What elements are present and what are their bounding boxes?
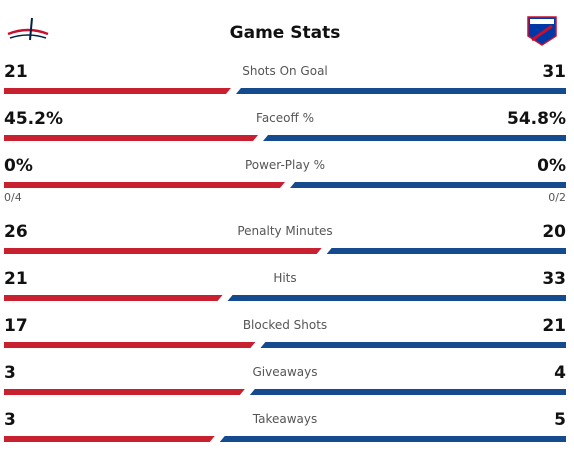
away-bar bbox=[4, 182, 285, 188]
stat-label: Penalty Minutes bbox=[237, 224, 332, 238]
away-bar bbox=[4, 88, 231, 94]
home-value: 20 bbox=[542, 222, 566, 242]
away-value: 45.2% bbox=[4, 109, 63, 129]
home-value: 33 bbox=[542, 269, 566, 289]
away-value: 0% bbox=[4, 156, 33, 176]
stat-label: Giveaways bbox=[253, 365, 318, 379]
away-bar bbox=[4, 295, 223, 301]
home-value: 21 bbox=[542, 316, 566, 336]
away-logo bbox=[7, 17, 49, 41]
home-bar bbox=[326, 248, 566, 254]
home-bar bbox=[263, 135, 566, 141]
home-logo bbox=[527, 16, 557, 46]
away-value: 21 bbox=[4, 62, 28, 82]
away-value: 17 bbox=[4, 316, 28, 336]
title: Game Stats bbox=[230, 23, 341, 43]
home-bar bbox=[235, 88, 566, 94]
home-value: 5 bbox=[554, 410, 566, 430]
stat-label: Blocked Shots bbox=[243, 318, 327, 332]
away-bar bbox=[4, 248, 322, 254]
home-value: 0% bbox=[537, 156, 566, 176]
home-value: 31 bbox=[542, 62, 566, 82]
away-bar bbox=[4, 436, 215, 442]
away-value: 3 bbox=[4, 363, 16, 383]
stat-label: Faceoff % bbox=[256, 111, 314, 125]
home-note: 0/2 bbox=[548, 191, 566, 204]
away-bar bbox=[4, 342, 256, 348]
home-value: 4 bbox=[554, 363, 566, 383]
home-bar bbox=[249, 389, 566, 395]
away-value: 21 bbox=[4, 269, 28, 289]
home-bar bbox=[260, 342, 566, 348]
stat-label: Shots On Goal bbox=[242, 64, 328, 78]
home-value: 54.8% bbox=[507, 109, 566, 129]
away-value: 3 bbox=[4, 410, 16, 430]
stat-label: Power-Play % bbox=[245, 158, 325, 172]
away-note: 0/4 bbox=[4, 191, 22, 204]
away-bar bbox=[4, 135, 259, 141]
home-bar bbox=[290, 182, 566, 188]
away-value: 26 bbox=[4, 222, 28, 242]
stat-label: Takeaways bbox=[252, 412, 317, 426]
home-bar bbox=[219, 436, 566, 442]
home-bar bbox=[227, 295, 567, 301]
away-bar bbox=[4, 389, 245, 395]
stat-label: Hits bbox=[273, 271, 296, 285]
